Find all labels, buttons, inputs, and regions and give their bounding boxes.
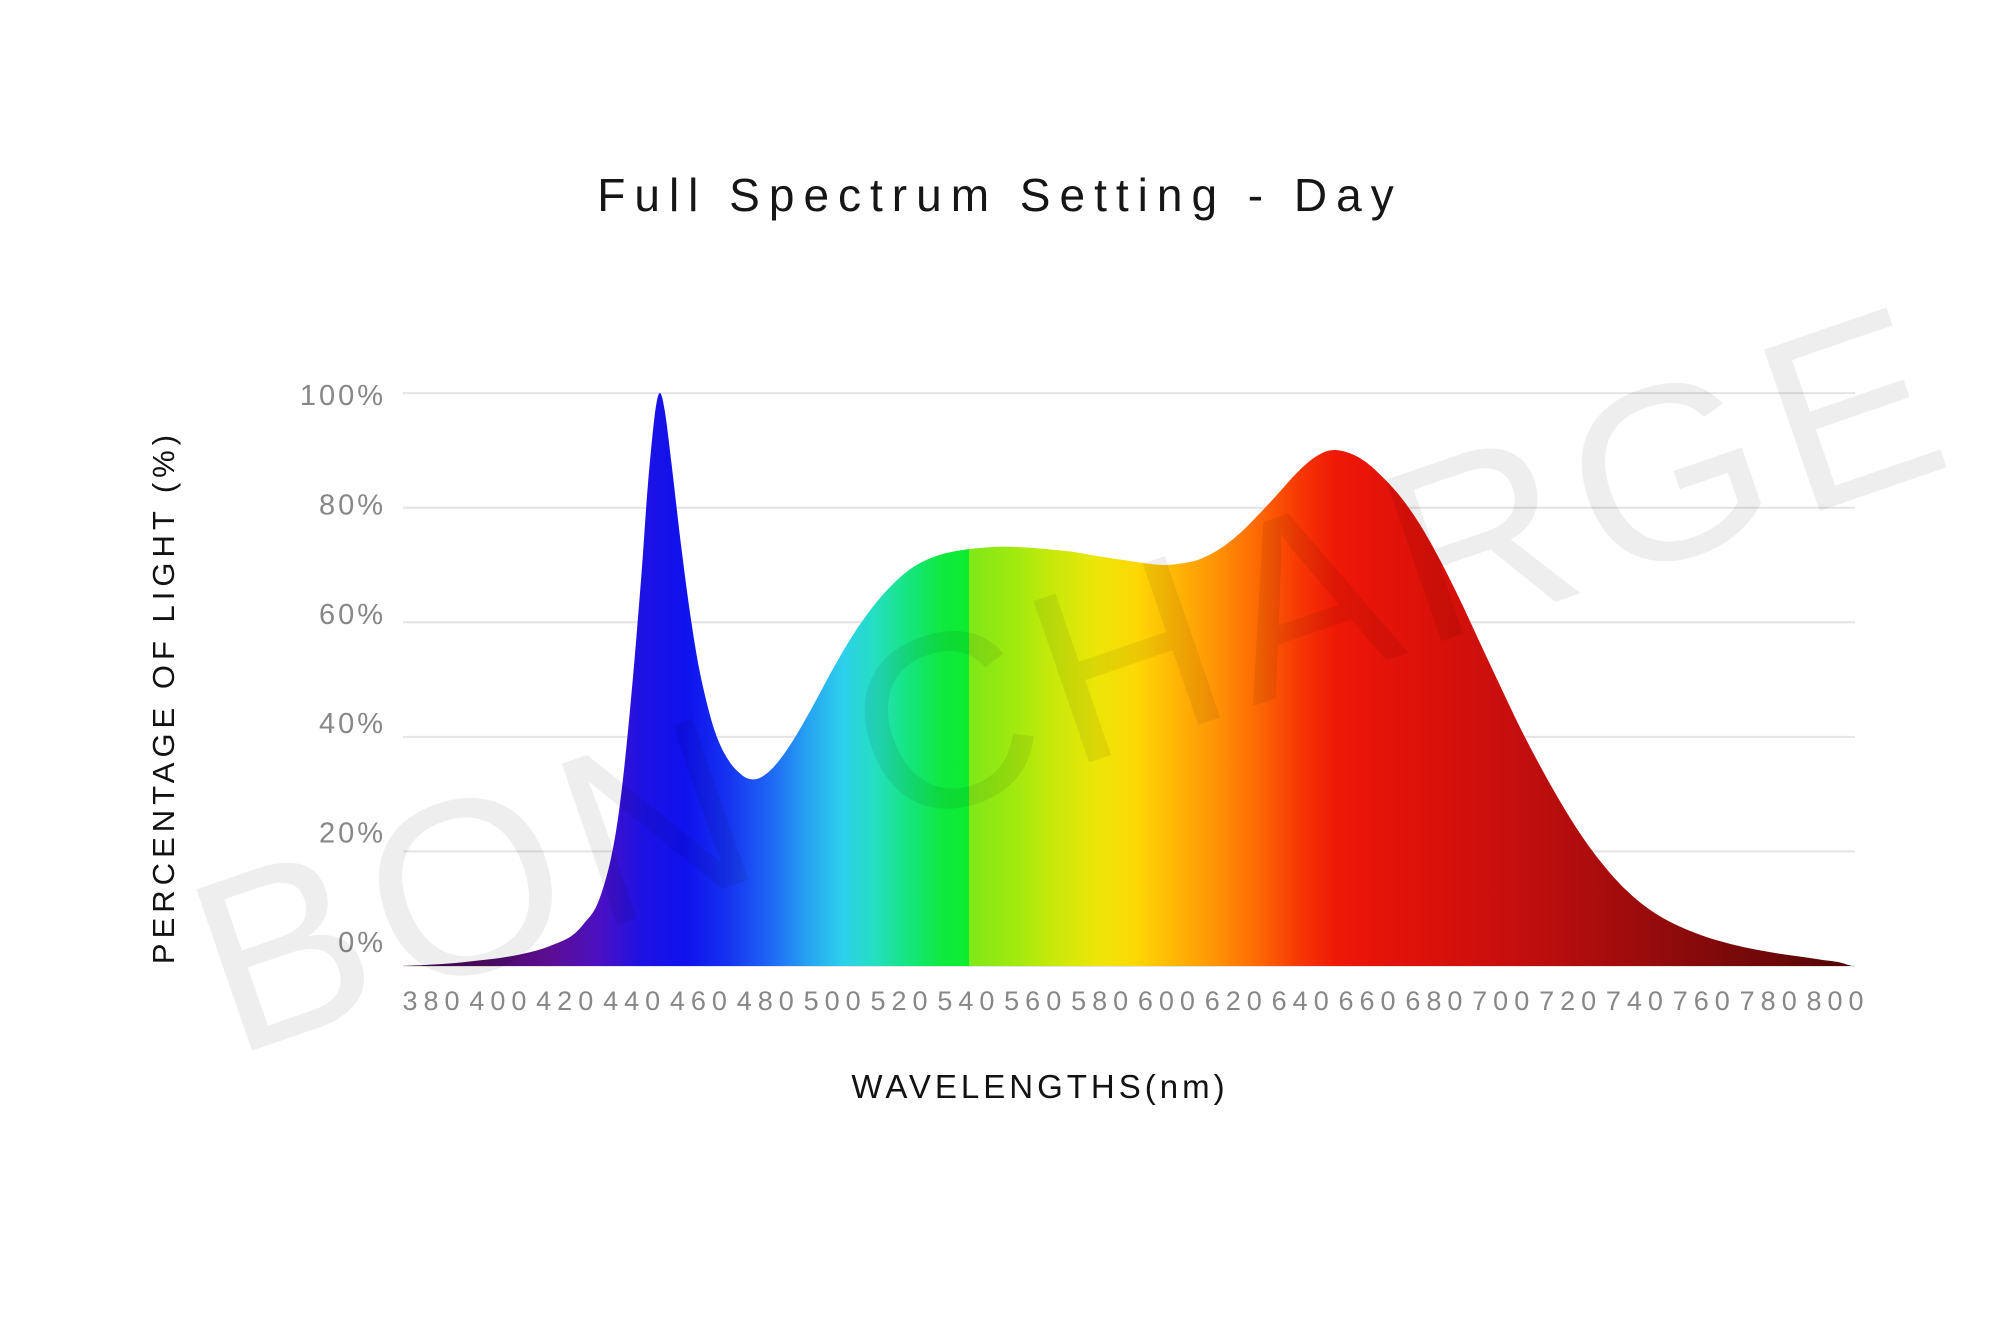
x-tick-label-800: 800 — [1806, 986, 1869, 1016]
x-tick-label-500: 500 — [804, 986, 867, 1016]
spectrum-area-path — [403, 393, 1852, 966]
x-tick-label-720: 720 — [1539, 986, 1602, 1016]
y-tick-label-80: 80% — [319, 489, 386, 521]
x-tick-label-640: 640 — [1272, 986, 1335, 1016]
y-tick-label-20: 20% — [319, 818, 386, 850]
x-tick-label-760: 760 — [1673, 986, 1736, 1016]
x-tick-label-520: 520 — [870, 986, 933, 1016]
x-tick-label-420: 420 — [536, 986, 599, 1016]
x-tick-label-680: 680 — [1405, 986, 1468, 1016]
y-tick-label-40: 40% — [319, 708, 386, 740]
chart-title: Full Spectrum Setting - Day — [597, 169, 1403, 221]
x-tick-label-740: 740 — [1606, 986, 1669, 1016]
x-tick-label-580: 580 — [1071, 986, 1134, 1016]
x-tick-label-560: 560 — [1004, 986, 1067, 1016]
x-tick-label-540: 540 — [937, 986, 1000, 1016]
x-tick-label-660: 660 — [1338, 986, 1401, 1016]
x-tick-label-440: 440 — [603, 986, 666, 1016]
x-tick-label-380: 380 — [402, 986, 465, 1016]
x-tick-label-700: 700 — [1472, 986, 1535, 1016]
x-tick-label-600: 600 — [1138, 986, 1201, 1016]
y-tick-label-60: 60% — [319, 599, 386, 631]
x-tick-label-480: 480 — [737, 986, 800, 1016]
x-tick-label-620: 620 — [1205, 986, 1268, 1016]
y-tick-label-0: 0% — [338, 927, 386, 959]
x-tick-label-460: 460 — [670, 986, 733, 1016]
x-tick-label-780: 780 — [1740, 986, 1803, 1016]
y-tick-label-100: 100% — [300, 380, 386, 412]
x-tick-label-400: 400 — [469, 986, 532, 1016]
x-axis-title: WAVELENGTHS(nm) — [851, 1068, 1229, 1105]
